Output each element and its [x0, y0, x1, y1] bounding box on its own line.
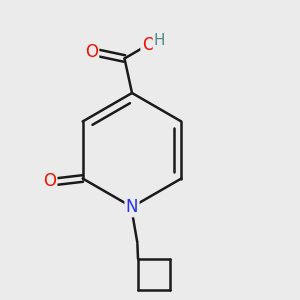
Text: O: O [85, 43, 98, 61]
Text: O: O [43, 172, 56, 190]
Text: N: N [126, 198, 138, 216]
Text: H: H [154, 33, 165, 48]
Text: O: O [142, 36, 155, 54]
